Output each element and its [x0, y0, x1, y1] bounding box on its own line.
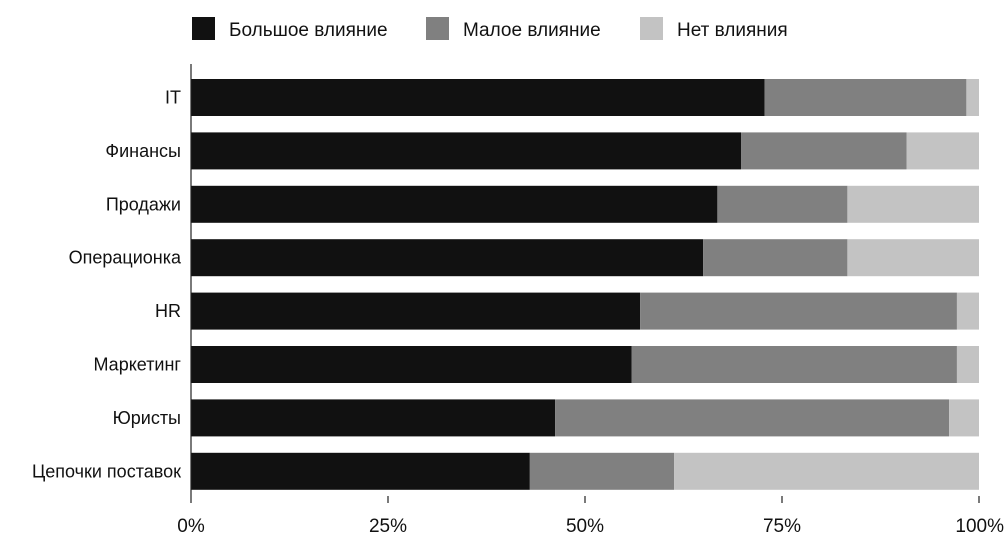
- x-tick-label: 100%: [955, 516, 1004, 537]
- x-tick-label: 25%: [369, 516, 407, 537]
- category-label: Финансы: [105, 141, 181, 161]
- category-label: Продажи: [106, 194, 181, 214]
- category-label: Операционка: [69, 248, 182, 268]
- bar-segment: [741, 132, 907, 170]
- category-label: IT: [165, 88, 181, 108]
- bar-segment: [191, 79, 765, 116]
- category-labels: IT Финансы Продажи Операционка HR Маркетинг Юр…: [32, 88, 182, 482]
- x-axis: 0% 25% 50% 75% 100%: [177, 496, 1004, 537]
- bar-segment: [847, 185, 979, 223]
- category-label: Юристы: [113, 408, 181, 428]
- bar-segment: [191, 292, 641, 330]
- bar-segment: [703, 239, 848, 277]
- legend-label: Большое влияние: [229, 20, 388, 41]
- bar-segment: [191, 185, 718, 223]
- x-tick-label: 50%: [566, 516, 604, 537]
- bar-segment: [956, 292, 979, 330]
- x-tick-label: 75%: [763, 516, 801, 537]
- bar-segment: [191, 399, 556, 437]
- category-label: Маркетинг: [93, 355, 181, 375]
- bar-segment: [631, 346, 957, 383]
- category-label: Цепочки поставок: [32, 461, 181, 481]
- bar-segment: [555, 399, 950, 437]
- category-label: HR: [155, 301, 181, 321]
- bar-segment: [674, 452, 979, 490]
- bar-segment: [764, 79, 967, 116]
- bar-segment: [191, 132, 742, 170]
- legend-swatch: [426, 17, 449, 40]
- bar-segment: [191, 452, 530, 490]
- bar-segment: [529, 452, 675, 490]
- bars: [191, 79, 979, 490]
- bar-segment: [191, 346, 632, 383]
- bar-segment: [847, 239, 979, 277]
- legend-swatch: [192, 17, 215, 40]
- legend: Большое влияние Малое влияние Нет влияния: [192, 17, 788, 41]
- bar-segment: [717, 185, 848, 223]
- x-tick-label: 0%: [177, 516, 205, 537]
- bar-segment: [191, 239, 704, 277]
- bar-segment: [906, 132, 979, 170]
- legend-label: Нет влияния: [677, 20, 788, 41]
- bar-segment: [956, 346, 979, 383]
- bar-segment: [966, 79, 979, 116]
- bar-segment: [949, 399, 979, 437]
- bar-segment: [640, 292, 957, 330]
- legend-swatch: [640, 17, 663, 40]
- legend-label: Малое влияние: [463, 20, 601, 41]
